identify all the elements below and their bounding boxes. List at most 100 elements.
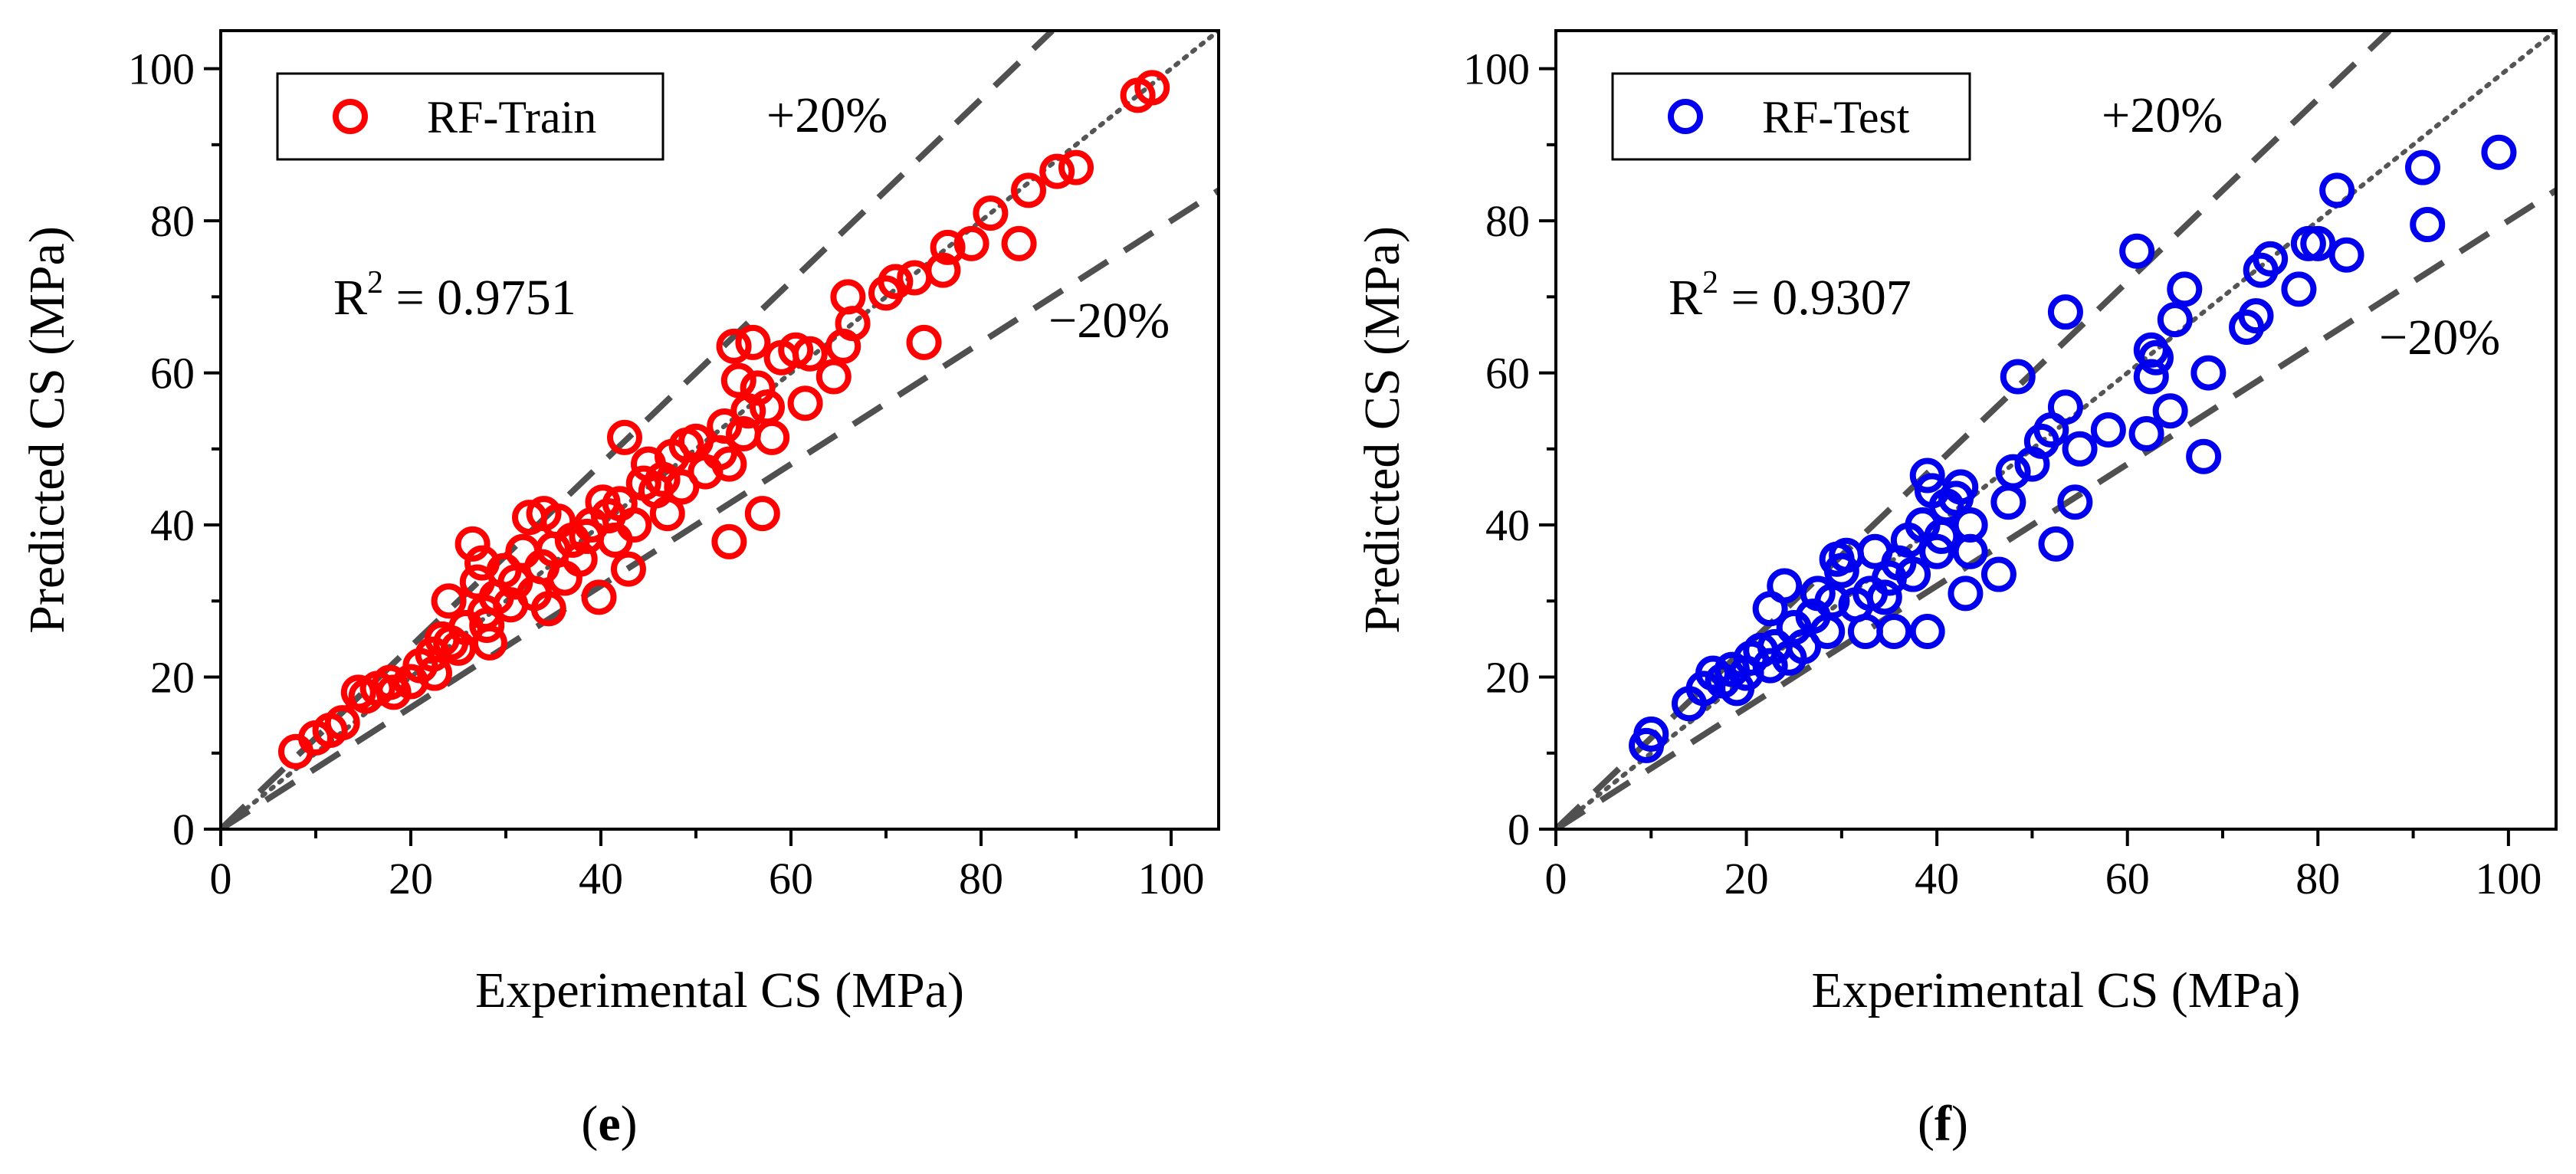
chart-0-point-69 (744, 496, 780, 532)
chart-1-point-1 (1633, 716, 1669, 752)
chart-0-point-12 (417, 655, 452, 691)
chart-0-upper-band-label: +20% (766, 87, 888, 143)
chart-0-point-68 (740, 370, 776, 406)
chart-0-xtick-label-1: 20 (389, 854, 433, 903)
chart-0-point-82 (897, 260, 933, 296)
chart-0-point-33 (530, 591, 566, 627)
chart-1-point-57 (2057, 484, 2093, 520)
chart-1-lower-band-line (1556, 188, 2556, 829)
chart-1-point-29 (1866, 579, 1902, 615)
chart-0-point-88 (1001, 225, 1037, 261)
chart-1-point-43 (1943, 469, 1979, 505)
chart-1-point-49 (1995, 454, 2031, 490)
chart-0-point-91 (1058, 149, 1094, 185)
chart-0-ytick-label-4: 80 (150, 196, 195, 246)
panel-f: 0 20 40 60 80 100 0 20 40 60 80 100 Experimental CS … (1354, 29, 2558, 1152)
chart-0-point-60 (707, 408, 743, 444)
chart-1-lower-band-label: −20% (2379, 310, 2500, 366)
chart-1-point-69 (2190, 355, 2227, 391)
chart-1-point-76 (2300, 225, 2336, 261)
chart-1-point-67 (2167, 271, 2203, 307)
chart-1-point-74 (2281, 271, 2317, 307)
chart-0-point-73 (778, 332, 814, 368)
chart-1-point-47 (1980, 556, 2016, 592)
chart-0-point-76 (815, 359, 852, 395)
chart-0-point-74 (787, 385, 823, 421)
chart-1-point-56 (2047, 389, 2083, 425)
chart-0-point-47 (610, 551, 646, 587)
chart-0-r2-annotation: R2 = 0.9751 (333, 265, 576, 326)
chart-0-legend-marker (333, 99, 368, 134)
chart-1-xtick-label-5: 100 (2475, 854, 2542, 903)
chart-0-point-41 (581, 579, 617, 615)
chart-1-point-48 (1990, 484, 2026, 520)
chart-1-point-78 (2328, 237, 2364, 273)
chart-0-ytick-label-5: 100 (128, 44, 195, 94)
chart-1-r2-annotation: R2 = 0.9307 (1669, 265, 1911, 326)
chart-0-ytick-label-2: 40 (150, 500, 195, 550)
chart-1-xtick-label-3: 60 (2105, 854, 2150, 903)
chart-0-ytick-label-3: 60 (150, 349, 195, 398)
chart-0-panel-label: (e) (581, 1096, 637, 1152)
chart-1-point-17 (1786, 628, 1822, 664)
chart-1-point-79 (2405, 149, 2440, 185)
chart-1-point-21 (1814, 583, 1850, 619)
chart-0-point-23 (471, 625, 507, 661)
chart-0-point-87 (973, 195, 1009, 231)
chart-1-point-11 (1752, 648, 1788, 684)
chart-0-frame (219, 29, 1220, 831)
chart-1-point-81 (2481, 134, 2517, 170)
chart-1-legend-marker (1668, 99, 1703, 134)
chart-1-xtick-label-4: 80 (2295, 854, 2340, 903)
chart-0-point-84 (925, 252, 961, 288)
chart-1-point-60 (2119, 233, 2155, 269)
chart-1-ytick-label-2: 40 (1485, 500, 1530, 550)
chart-1-panel-label: (f) (1918, 1096, 1968, 1152)
chart-1-point-34 (1895, 556, 1931, 592)
chart-0-xtick-label-4: 80 (959, 854, 1003, 903)
chart-0-ytick-label-0: 0 (172, 805, 195, 854)
chart-0-point-79 (835, 306, 871, 342)
chart-1-point-61 (2128, 415, 2164, 451)
chart-1-point-44 (1948, 576, 1984, 612)
chart-1-point-58 (2062, 431, 2098, 467)
chart-1-point-31 (1876, 613, 1912, 649)
chart-1-point-46 (1952, 507, 1988, 543)
chart-0-point-71 (754, 419, 790, 455)
chart-0-point-20 (464, 545, 500, 581)
chart-0-point-67 (735, 324, 771, 360)
chart-0-point-55 (664, 469, 700, 505)
chart-1-upper-band-label: +20% (2102, 87, 2223, 143)
chart-0-legend-box (276, 72, 665, 161)
chart-1-point-55 (2047, 294, 2083, 330)
chart-0-point-83 (906, 324, 942, 360)
chart-0-point-18 (454, 526, 491, 562)
chart-1-ytick-label-4: 80 (1485, 196, 1530, 246)
chart-0-plot-area (221, 31, 1219, 829)
panel-e: 0 20 40 60 80 100 0 20 40 60 80 100 Experimental CS … (19, 29, 1220, 1152)
chart-1-point-59 (2090, 412, 2126, 448)
chart-0-point-14 (431, 583, 467, 619)
chart-1-ytick-label-0: 0 (1508, 805, 1530, 854)
chart-1-ytick-label-3: 60 (1485, 349, 1530, 398)
chart-0-xtick-label-3: 60 (769, 854, 813, 903)
chart-0-point-48 (616, 507, 652, 543)
chart-0-point-93 (1134, 70, 1170, 106)
chart-0-lower-band-label: −20% (1048, 293, 1170, 349)
chart-1-point-54 (2038, 526, 2074, 562)
chart-1-point-39 (1919, 533, 1955, 569)
chart-1-ytick-label-5: 100 (1463, 44, 1530, 94)
chart-0-point-75 (792, 336, 828, 372)
chart-0-point-3 (324, 705, 360, 741)
chart-0-point-86 (953, 225, 989, 261)
chart-1-point-26 (1847, 613, 1883, 649)
chart-0-xlabel: Experimental CS (MPa) (475, 962, 964, 1018)
chart-0-point-38 (562, 541, 598, 577)
chart-1-xtick-label-0: 0 (1545, 854, 1567, 903)
chart-1-point-77 (2319, 172, 2355, 208)
chart-1-point-66 (2157, 302, 2193, 338)
chart-1-frame (1554, 29, 2558, 831)
chart-0-legend-label: RF-Train (427, 92, 596, 143)
chart-0-point-90 (1039, 153, 1075, 189)
